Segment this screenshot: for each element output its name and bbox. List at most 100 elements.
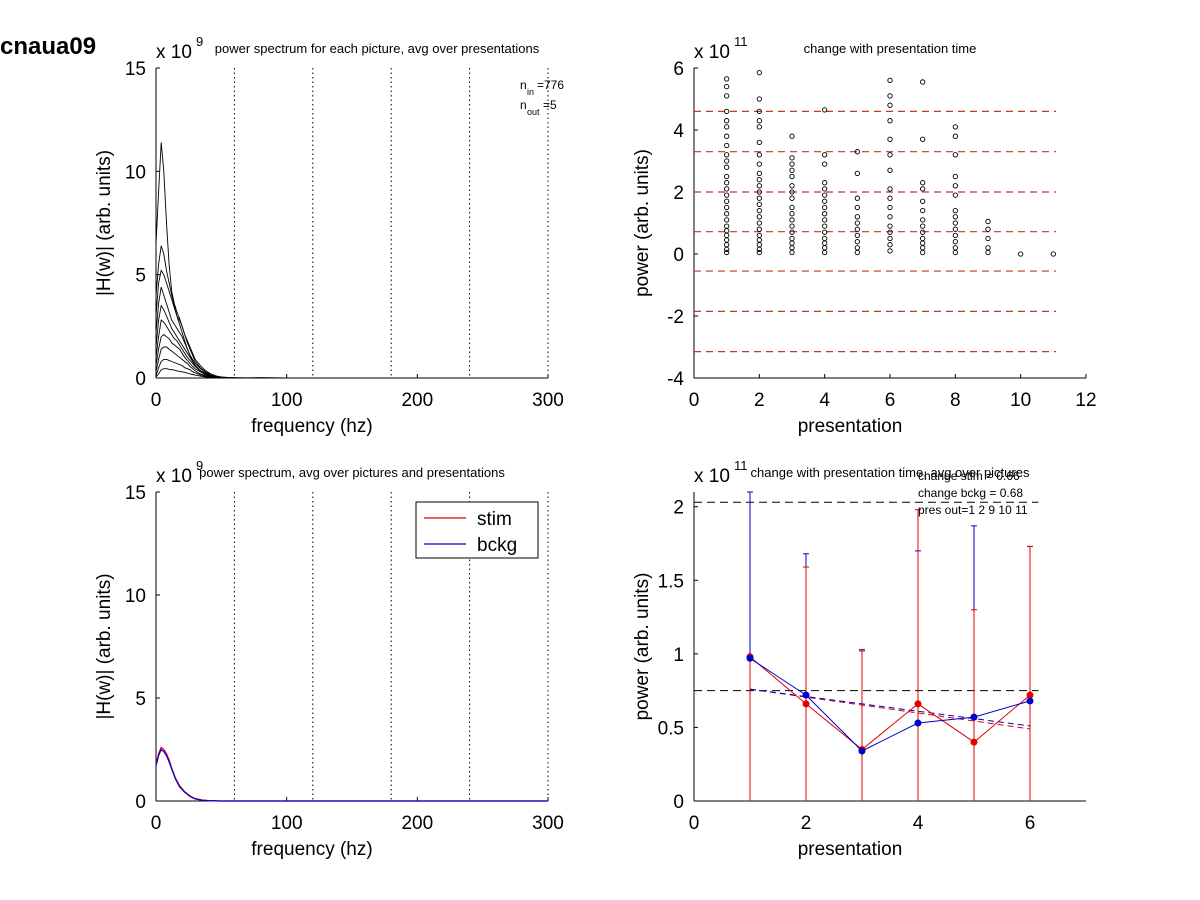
x-tick-label: 0: [689, 390, 700, 411]
scatter-point: [724, 223, 730, 229]
y-tick-label: 10: [125, 162, 146, 183]
scatter-point: [822, 161, 828, 167]
scatter-point: [789, 167, 795, 173]
scatter-point: [822, 217, 828, 223]
scatter-point: [789, 249, 795, 256]
scatter-point: [756, 232, 762, 239]
scatter-point: [724, 173, 730, 180]
scatter-point: [756, 139, 762, 146]
scatter-point: [854, 238, 860, 245]
y-tick-label: 15: [125, 483, 146, 504]
y-tick-label: 0: [135, 792, 146, 813]
scatter-point: [952, 133, 958, 139]
scatter-point: [756, 226, 762, 232]
data-point-stim: [1026, 691, 1034, 699]
y-tick-label: 6: [673, 59, 684, 80]
y-exponent-label: x 10: [156, 42, 192, 63]
scatter-point: [822, 180, 828, 186]
scatter-point: [920, 79, 926, 85]
x-tick-label: 0: [689, 813, 700, 834]
scatter-point: [756, 249, 762, 256]
scatter-point: [789, 133, 795, 139]
scatter-point: [724, 158, 730, 164]
spectrum-line: [155, 368, 548, 379]
scatter-point: [756, 242, 762, 248]
x-tick-label: 300: [532, 813, 564, 834]
scatter-point: [756, 207, 762, 214]
spectrum-line: [155, 269, 548, 379]
scatter-point: [789, 240, 795, 246]
scatter-point: [724, 118, 730, 124]
scatter-point: [724, 211, 730, 217]
scatter-point: [854, 204, 860, 211]
scatter-point: [887, 77, 893, 84]
scatter-point: [854, 220, 860, 226]
y-tick-label: 0: [673, 792, 684, 813]
scatter-point: [724, 198, 730, 204]
x-tick-label: 12: [1075, 390, 1096, 411]
scatter-point: [724, 242, 730, 248]
y-tick-label: 1: [673, 645, 684, 666]
scatter-point: [854, 245, 860, 251]
scatter-point: [789, 223, 795, 229]
scatter-point: [724, 217, 730, 223]
scatter-point: [822, 204, 828, 211]
scatter-point: [920, 229, 926, 235]
x-axis-label: presentation: [798, 839, 903, 860]
scatter-point: [822, 192, 828, 198]
y-tick-label: 0: [673, 245, 684, 266]
scatter-point: [724, 228, 730, 234]
scatter-point: [952, 192, 958, 198]
scatter-point: [920, 240, 926, 246]
scatter-point: [854, 249, 860, 256]
scatter-point: [789, 229, 795, 235]
scatter-point: [756, 201, 762, 208]
scatter-point: [952, 238, 958, 245]
n-in-value: =776: [537, 78, 564, 92]
scatter-point: [887, 195, 893, 201]
scatter-point: [952, 232, 958, 239]
x-tick-label: 4: [913, 813, 924, 834]
scatter-point: [985, 226, 991, 232]
scatter-point: [789, 183, 795, 189]
legend-box: [415, 501, 539, 559]
scatter-point: [887, 235, 893, 242]
scatter-point: [724, 232, 730, 239]
scatter-point: [822, 249, 828, 256]
scatter-point: [724, 249, 730, 256]
series-line-bckg: [749, 657, 1031, 752]
x-tick-label: 4: [819, 390, 830, 411]
scatter-point: [920, 136, 926, 142]
data-point-stim: [914, 700, 922, 708]
data-point-bckg: [858, 747, 866, 755]
scatter-point: [952, 173, 958, 180]
y-exponent-power: 11: [734, 34, 748, 49]
trend-line-bckg: [749, 688, 1031, 727]
scatter-point: [952, 152, 958, 158]
y-tick-label: 15: [125, 59, 146, 80]
n-in-subscript: in: [527, 87, 534, 97]
scatter-point: [854, 170, 860, 177]
y-tick-label: 4: [673, 121, 684, 142]
data-point-bckg: [746, 654, 754, 662]
data-point-stim: [970, 738, 978, 746]
scatter-point: [756, 96, 762, 102]
scatter-point: [887, 102, 893, 108]
trend-line-stim: [749, 688, 1031, 730]
scatter-point: [822, 235, 828, 242]
chart-title: power spectrum for each picture, avg ove…: [215, 41, 540, 56]
scatter-point: [789, 245, 795, 251]
scatter-point: [920, 198, 926, 204]
y-tick-label: 5: [135, 266, 146, 287]
scatter-point: [724, 133, 730, 139]
x-tick-label: 0: [151, 390, 162, 411]
y-axis-label: |H(w)| (arb. units): [94, 573, 115, 719]
scatter-point: [920, 207, 926, 214]
scatter-point: [985, 235, 991, 242]
scatter-point: [756, 108, 762, 115]
scatter-point: [822, 198, 828, 204]
n-out-label: n: [520, 98, 527, 112]
y-tick-label: 2: [673, 498, 684, 519]
scatter-point: [724, 192, 730, 198]
